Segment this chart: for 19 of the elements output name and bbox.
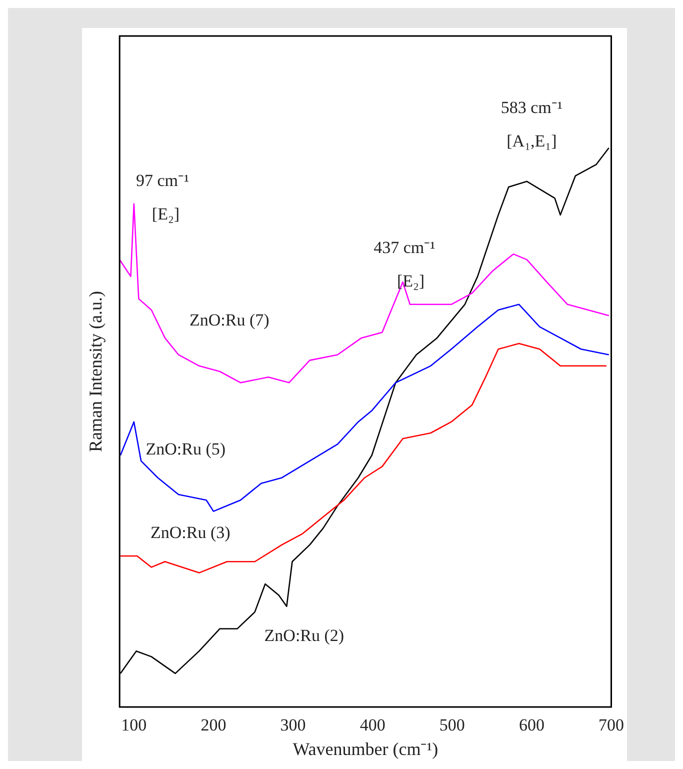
x-tick-label: 400: [360, 716, 386, 735]
series-label: ZnO:Ru (2): [264, 626, 344, 646]
x-axis-title: Wavenumber (cm⁻¹): [292, 738, 438, 759]
x-tick-label: 200: [200, 716, 226, 735]
series-label: ZnO:Ru (3): [150, 523, 230, 542]
x-tick-label: 300: [280, 716, 306, 735]
annotation: 437 cm⁻¹: [374, 238, 436, 257]
text: 583 cm⁻¹: [500, 98, 563, 118]
series-label: ZnO:Ru (7): [189, 310, 270, 330]
x-tick-label: 100: [121, 716, 147, 735]
y-axis-title: Raman Intensity (a.u.): [86, 291, 106, 452]
annotation: [E₂]: [152, 204, 180, 224]
x-tick-label: 700: [598, 716, 624, 735]
x-tick-label: 500: [439, 716, 465, 735]
series-label: ZnO:Ru (5): [146, 439, 226, 458]
x-tick-label: 600: [518, 716, 544, 735]
annotation: [E₂]: [396, 272, 425, 290]
annotation: [A₁,E₁]: [506, 132, 557, 151]
annotation: 97 cm⁻¹: [136, 170, 190, 190]
